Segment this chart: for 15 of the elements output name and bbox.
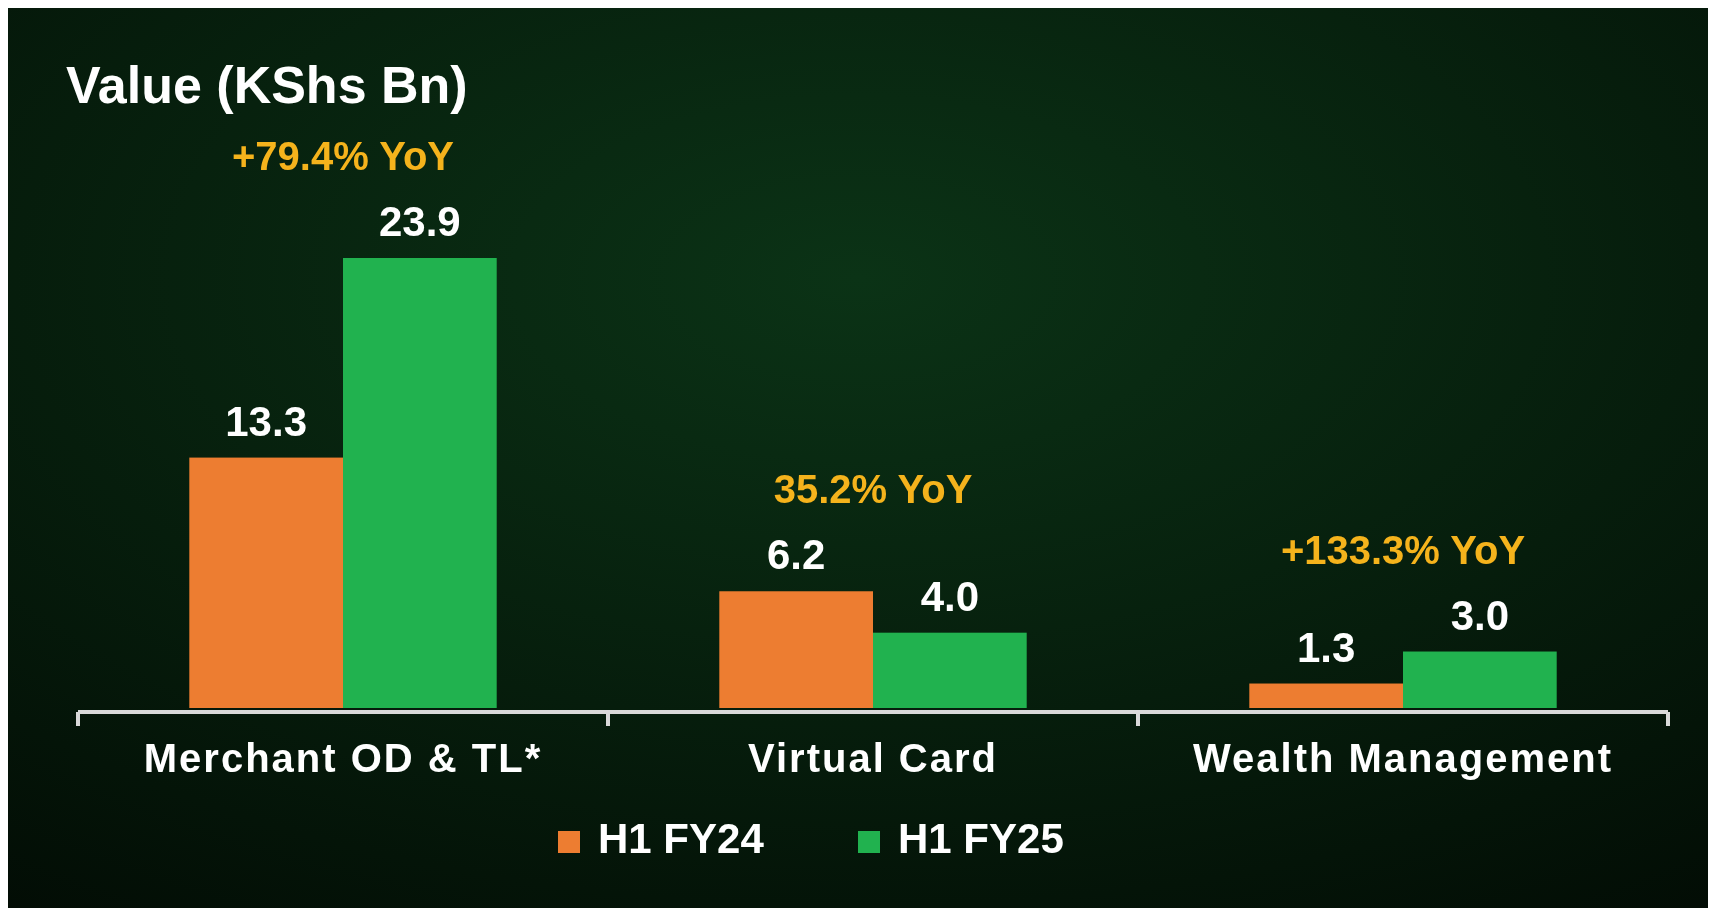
data-label: 1.3 [1296, 623, 1356, 671]
data-label: 23.9 [378, 198, 461, 245]
annotation: 35.2% YoY [773, 467, 973, 512]
data-label: 3.0 [1450, 591, 1510, 639]
data-label: 4.0 [920, 572, 980, 620]
annotation: +133.3% YoY [1280, 527, 1526, 572]
data-label: 6.2 [766, 531, 826, 579]
x-tick-label: Merchant OD & TL* [143, 736, 543, 780]
chart-title: Value (KShs Bn) [66, 56, 468, 114]
legend-label: H1 FY24 [598, 815, 765, 862]
data-label: 13.3 [225, 397, 308, 445]
x-tick-label: Wealth Management [1193, 736, 1613, 780]
annotation: +79.4% YoY [232, 134, 455, 178]
x-tick-label: Virtual Card [748, 736, 998, 780]
legend-label: H1 FY25 [898, 815, 1064, 862]
